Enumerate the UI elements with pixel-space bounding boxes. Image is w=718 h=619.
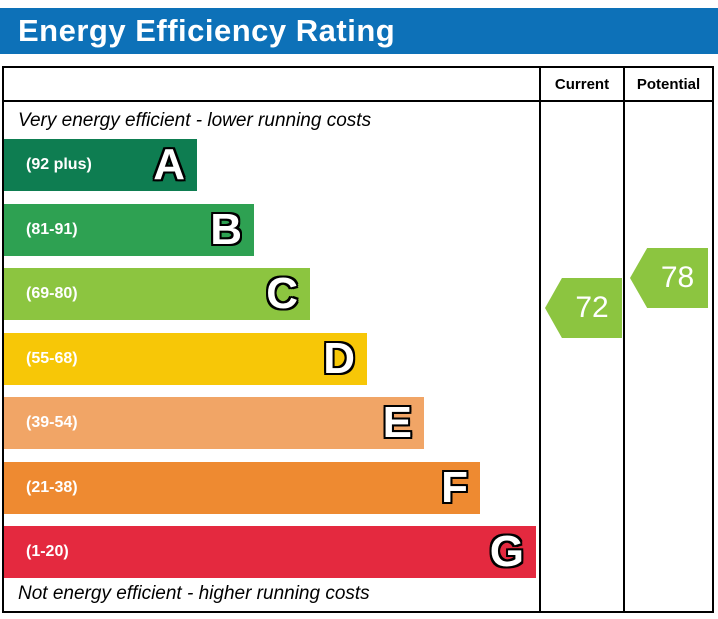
- band-e-letter: E: [382, 398, 412, 447]
- rating-bands: (92 plus) A (81-91) B (69-80) C (55-68) …: [4, 139, 539, 591]
- bottom-note: Not energy efficient - higher running co…: [18, 583, 370, 604]
- top-note: Very energy efficient - lower running co…: [18, 110, 372, 131]
- current-rating-arrow: 72: [545, 278, 622, 338]
- current-rating-cell: 72: [541, 102, 625, 611]
- current-rating-value: 72: [575, 291, 609, 324]
- epc-table: Current Potential Very energy efficient …: [2, 66, 714, 613]
- header-cell-potential: Potential: [625, 68, 712, 100]
- band-g-letter: G: [489, 527, 524, 576]
- band-a: (92 plus) A: [4, 139, 197, 191]
- header-cell-current: Current: [541, 68, 625, 100]
- band-g: (1-20) G: [4, 526, 536, 578]
- table-body-row: Very energy efficient - lower running co…: [4, 102, 712, 611]
- band-b-range-label: (81-91): [26, 220, 78, 238]
- band-c-letter: C: [266, 269, 298, 318]
- header-cell-empty: [4, 68, 541, 100]
- potential-rating-value: 78: [660, 261, 695, 294]
- current-column-label: Current: [554, 75, 610, 93]
- potential-rating-cell: 78: [625, 102, 712, 611]
- band-a-letter: A: [153, 140, 185, 189]
- band-a-range-label: (92 plus): [26, 156, 92, 173]
- potential-column-label: Potential: [636, 75, 701, 93]
- title-bar: Energy Efficiency Rating: [0, 8, 718, 54]
- band-g-range-label: (1-20): [26, 543, 69, 560]
- band-d-letter: D: [323, 333, 355, 383]
- band-f-letter: F: [441, 462, 468, 512]
- band-e: (39-54) E: [4, 397, 424, 449]
- band-c-range-label: (69-80): [26, 285, 78, 302]
- band-f-range-label: (21-38): [26, 478, 78, 496]
- band-d-range-label: (55-68): [26, 349, 78, 367]
- table-header-row: Current Potential: [4, 68, 712, 102]
- band-e-range-label: (39-54): [26, 414, 78, 431]
- band-c: (69-80) C: [4, 268, 310, 320]
- rating-scale-area: Very energy efficient - lower running co…: [4, 102, 541, 611]
- band-f: (21-38) F: [4, 461, 480, 514]
- potential-rating-arrow: 78: [630, 248, 708, 308]
- band-b-letter: B: [210, 204, 242, 254]
- band-b: (81-91) B: [4, 203, 254, 256]
- page-title: Energy Efficiency Rating: [18, 13, 396, 48]
- band-d: (55-68) D: [4, 332, 367, 385]
